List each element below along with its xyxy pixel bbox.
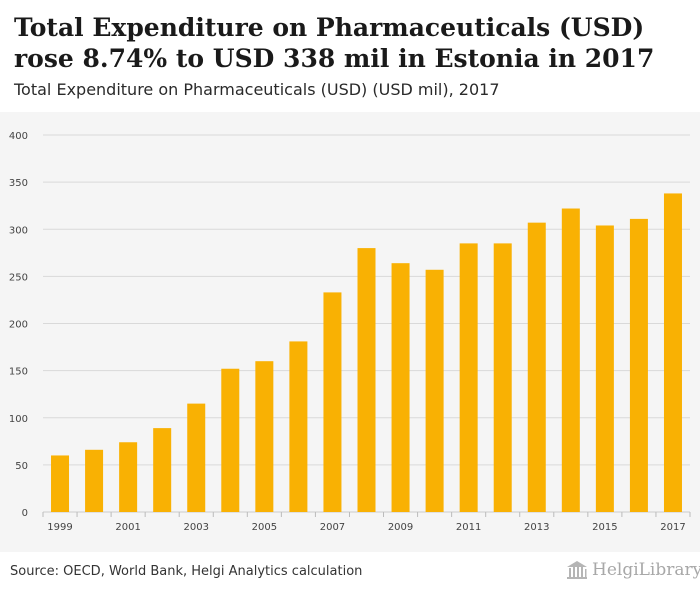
chart-title: Total Expenditure on Pharmaceuticals (US… xyxy=(14,13,655,73)
y-tick-label: 0 xyxy=(22,508,28,519)
y-tick-label: 300 xyxy=(9,225,28,236)
bar xyxy=(323,292,342,512)
bar xyxy=(255,361,274,512)
x-tick-label: 2011 xyxy=(456,522,481,533)
bar xyxy=(663,193,682,512)
bar xyxy=(289,341,308,512)
y-tick-label: 400 xyxy=(9,131,28,142)
bar xyxy=(391,263,410,512)
x-tick-label: 2009 xyxy=(388,522,413,533)
x-tick-label: 2003 xyxy=(184,522,209,533)
bar xyxy=(561,208,580,512)
bar xyxy=(187,403,206,512)
bar xyxy=(459,243,478,512)
bar xyxy=(595,225,614,513)
x-tick-label: 2007 xyxy=(320,522,345,533)
bar xyxy=(629,218,648,512)
x-tick-label: 2001 xyxy=(115,522,140,533)
bar xyxy=(221,368,240,512)
y-tick-label: 50 xyxy=(15,461,28,472)
bar xyxy=(527,222,546,512)
y-tick-label: 150 xyxy=(9,367,28,378)
source-note: Source: OECD, World Bank, Helgi Analytic… xyxy=(10,564,363,579)
bar xyxy=(51,455,70,512)
bar xyxy=(425,269,444,512)
bar xyxy=(153,428,172,512)
x-tick-label: 2017 xyxy=(660,522,685,533)
y-tick-label: 200 xyxy=(9,320,28,331)
library-building-icon xyxy=(567,561,587,579)
bar xyxy=(119,442,138,512)
bar xyxy=(493,243,512,512)
y-tick-label: 250 xyxy=(9,272,28,283)
x-tick-label: 2005 xyxy=(252,522,277,533)
plot-area xyxy=(0,112,700,552)
logo-text: HelgiLibrary xyxy=(592,560,700,580)
y-tick-label: 100 xyxy=(9,414,28,425)
bar xyxy=(357,248,376,512)
bar xyxy=(85,449,104,512)
chart-subtitle: Total Expenditure on Pharmaceuticals (US… xyxy=(14,80,500,99)
helgi-library-logo: HelgiLibrary xyxy=(566,560,700,580)
x-tick-label: 2015 xyxy=(592,522,617,533)
x-tick-label: 1999 xyxy=(47,522,72,533)
x-tick-label: 2013 xyxy=(524,522,549,533)
y-tick-label: 350 xyxy=(9,178,28,189)
